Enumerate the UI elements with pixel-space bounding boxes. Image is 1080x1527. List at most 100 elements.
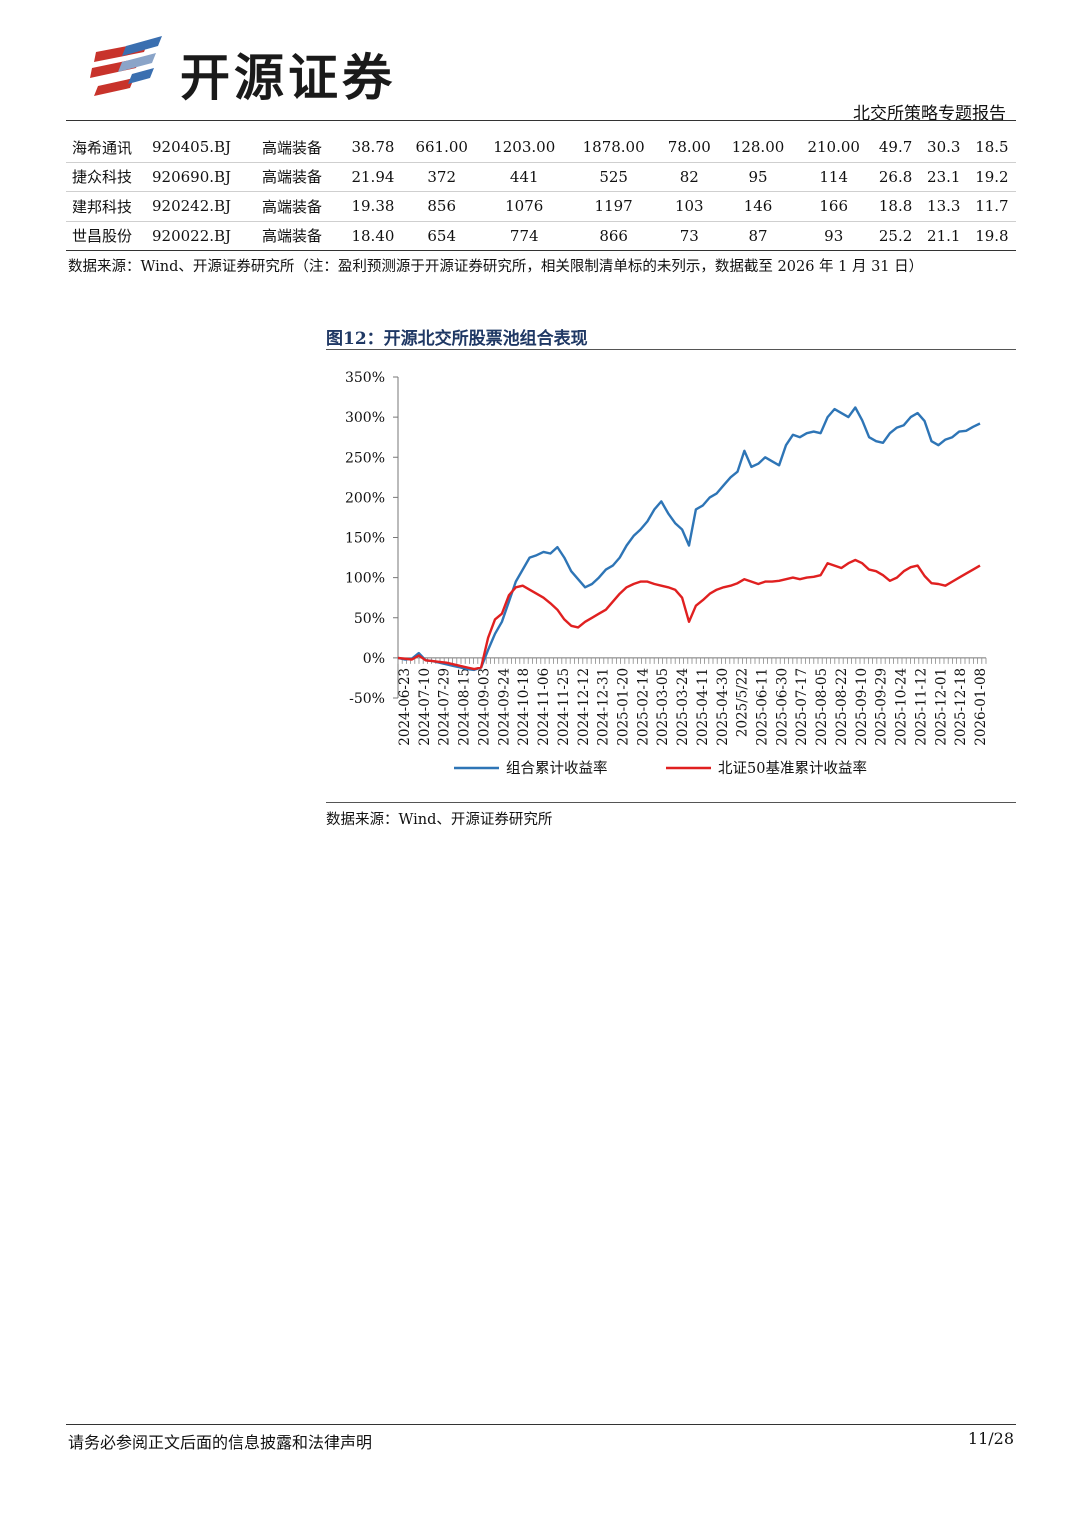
industry-cell: 高端装备 (262, 133, 342, 163)
figure-top-rule (326, 349, 1016, 350)
value-cell: 114 (795, 162, 872, 192)
value-cell: 146 (720, 191, 796, 222)
value-cell: 82 (658, 162, 721, 192)
x-tick-label: 2024-12-31 (596, 668, 612, 746)
x-tick-label: 2025-12-01 (933, 668, 949, 746)
legend-portfolio-label: 组合累计收益率 (506, 760, 608, 777)
stock-code-cell: 920690.BJ (152, 162, 262, 192)
x-tick-label: 2025-04-11 (695, 668, 711, 746)
value-cell: 210.00 (795, 133, 872, 163)
y-tick-label: 350% (345, 370, 385, 386)
value-cell: 18.40 (342, 221, 404, 251)
x-tick-label: 2024-06-23 (397, 668, 413, 746)
x-tick-label: 2025-06-11 (755, 668, 771, 746)
x-tick-label: 2025-09-10 (854, 668, 870, 746)
stock-table: 海希通讯 920405.BJ 高端装备 38.78 661.00 1203.00 1878.… (66, 133, 1016, 251)
value-cell: 38.78 (342, 133, 404, 163)
legend-benchmark-label: 北证50基准累计收益率 (718, 760, 867, 777)
stock-code-cell: 920405.BJ (152, 133, 262, 163)
x-tick-label: 2025-08-05 (814, 668, 830, 746)
value-cell: 1076 (479, 191, 569, 222)
stock-code-cell: 920242.BJ (152, 191, 262, 222)
value-cell: 95 (720, 162, 796, 192)
value-cell: 166 (795, 191, 872, 222)
x-tick-label: 2026-01-08 (973, 668, 989, 746)
figure-source-note: 数据来源：Wind、开源证券研究所 (326, 812, 553, 828)
value-cell: 19.8 (967, 221, 1016, 251)
logo-wordmark: 开源证券 (180, 49, 396, 107)
y-tick-label: 150% (345, 531, 385, 547)
value-cell: 441 (479, 162, 569, 192)
value-cell: 1878.00 (568, 133, 659, 163)
value-cell: 1203.00 (479, 133, 569, 163)
value-cell: 26.8 (871, 162, 920, 192)
x-tick-label: 2025-06-30 (774, 668, 790, 746)
industry-cell: 高端装备 (262, 221, 342, 251)
value-cell: 49.7 (871, 133, 920, 163)
value-cell: 30.3 (919, 133, 968, 163)
figure-label: 图12： (326, 329, 384, 349)
benchmark-return-line (397, 558, 981, 671)
x-tick-label: 2024-07-29 (437, 668, 453, 746)
x-tick-label: 2024-09-03 (476, 668, 492, 746)
kaiyuan-logo-icon (90, 36, 162, 96)
value-cell: 21.1 (919, 221, 968, 251)
y-tick-label: 0% (363, 651, 385, 667)
x-tick-label: 2025-10-24 (894, 668, 910, 746)
table-row: 捷众科技 920690.BJ 高端装备 21.94 372 441 525 82 95 114 26… (66, 162, 1016, 192)
value-cell: 1197 (568, 191, 659, 222)
x-tick-label: 2025-09-29 (874, 668, 890, 746)
stock-name-cell: 世昌股份 (66, 221, 152, 251)
table-row: 海希通讯 920405.BJ 高端装备 38.78 661.00 1203.00 1878.… (66, 133, 1016, 163)
value-cell: 661.00 (403, 133, 480, 163)
figure-title: 图12：开源北交所股票池组合表现 (326, 324, 588, 349)
value-cell: 654 (403, 221, 480, 251)
x-tick-label: 2025-08-22 (834, 668, 850, 746)
x-tick-label: 2025-02-14 (635, 668, 651, 746)
stock-name-cell: 海希通讯 (66, 133, 152, 163)
x-tick-label: 2025-03-24 (675, 668, 691, 746)
value-cell: 128.00 (720, 133, 796, 163)
footer-divider (66, 1424, 1016, 1425)
x-tick-label: 2025-03-05 (655, 668, 671, 746)
x-tick-label: 2025-11-12 (913, 668, 929, 746)
value-cell: 372 (403, 162, 480, 192)
industry-cell: 高端装备 (262, 162, 342, 192)
table-source-note: 数据来源：Wind、开源证券研究所（注：盈利预测源于开源证券研究所，相关限制清单… (68, 259, 924, 275)
value-cell: 856 (403, 191, 480, 222)
x-tick-label: 2024-11-06 (536, 668, 552, 746)
value-cell: 103 (658, 191, 721, 222)
value-cell: 73 (658, 221, 721, 251)
value-cell: 23.1 (919, 162, 968, 192)
y-tick-label: -50% (349, 691, 385, 707)
table-row: 世昌股份 920022.BJ 高端装备 18.40 654 774 866 73 87 93 25.… (66, 221, 1016, 251)
y-tick-label: 200% (345, 490, 385, 506)
value-cell: 21.94 (342, 162, 404, 192)
x-tick-label: 2025-07-17 (794, 668, 810, 746)
portfolio-return-line (397, 406, 981, 672)
stock-name-cell: 捷众科技 (66, 162, 152, 192)
table-row: 建邦科技 920242.BJ 高端装备 19.38 856 1076 1197 103 146 1… (66, 191, 1016, 222)
report-type: 北交所策略专题报告 (853, 104, 1006, 124)
value-cell: 93 (795, 221, 872, 251)
value-cell: 11.7 (967, 191, 1016, 222)
footer-disclaimer: 请务必参阅正文后面的信息披露和法律声明 (68, 1433, 373, 1452)
x-tick-label: 2025/5/22 (735, 668, 751, 737)
value-cell: 866 (568, 221, 659, 251)
stock-name-cell: 建邦科技 (66, 191, 152, 222)
y-tick-label: 50% (354, 611, 385, 627)
x-tick-label: 2024-11-25 (556, 668, 572, 746)
y-tick-label: 300% (345, 410, 385, 426)
x-tick-label: 2025-04-30 (715, 668, 731, 746)
page-number: 11/28 (967, 1429, 1014, 1448)
value-cell: 13.3 (919, 191, 968, 222)
value-cell: 78.00 (658, 133, 721, 163)
value-cell: 18.8 (871, 191, 920, 222)
figure-title-text: 开源北交所股票池组合表现 (383, 329, 588, 349)
y-tick-label: 250% (345, 450, 385, 466)
x-tick-label: 2025-12-18 (953, 668, 969, 746)
figure-bottom-rule (326, 802, 1016, 803)
value-cell: 525 (568, 162, 659, 192)
x-tick-label: 2025-01-20 (615, 668, 631, 746)
stock-code-cell: 920022.BJ (152, 221, 262, 251)
